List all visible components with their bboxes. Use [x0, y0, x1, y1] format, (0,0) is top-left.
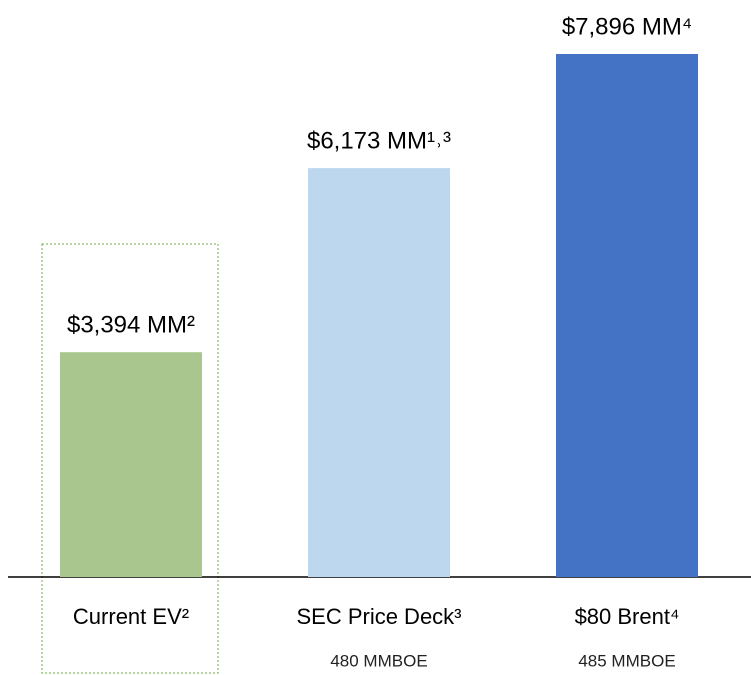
- category-sublabel: 485 MMBOE: [578, 651, 675, 670]
- category-label: Current EV²: [73, 604, 189, 629]
- highlight-box: [41, 243, 219, 674]
- category-label: SEC Price Deck³: [296, 604, 461, 629]
- value-label: $7,896 MM⁴: [562, 13, 692, 40]
- category-label: $80 Brent⁴: [575, 604, 680, 629]
- bar: [308, 168, 450, 577]
- value-label: $6,173 MM¹˒³: [307, 127, 451, 154]
- value-label: $3,394 MM²: [67, 312, 195, 339]
- category-sublabel: 480 MMBOE: [330, 651, 427, 670]
- bar: [60, 352, 202, 577]
- bar: [556, 54, 698, 577]
